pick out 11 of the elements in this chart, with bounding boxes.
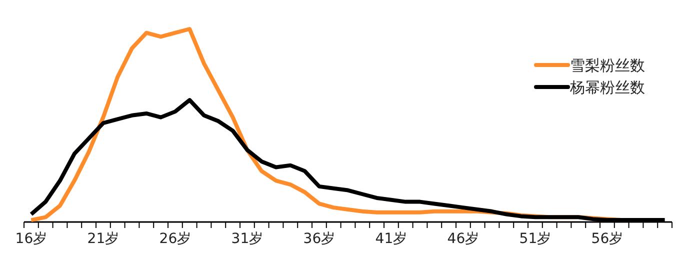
x-tick-label: 56岁 [591,231,624,248]
legend-label: 杨幂粉丝数 [569,78,645,96]
x-tick-label: 26岁 [159,231,192,248]
x-tick-label: 36岁 [303,231,336,248]
legend-label: 雪梨粉丝数 [570,56,645,74]
x-tick-label: 21岁 [87,231,120,248]
x-tick-label: 31岁 [231,231,264,248]
x-tick-label: 41岁 [375,231,408,248]
x-tick-label: 46岁 [447,231,480,248]
x-tick-label: 16岁 [15,231,48,248]
x-tick-label: 51岁 [519,231,552,248]
